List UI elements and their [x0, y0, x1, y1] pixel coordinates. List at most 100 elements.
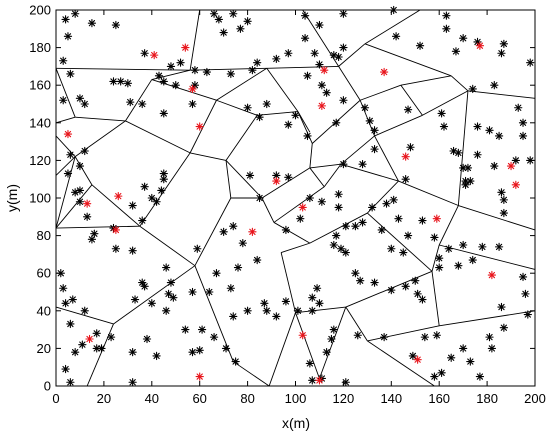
member-node-point [341, 248, 350, 257]
member-node-point [80, 306, 89, 315]
cell-boundaries [55, 9, 536, 387]
member-node-point [360, 103, 370, 112]
member-node-point [305, 193, 315, 203]
member-node-point [162, 306, 171, 315]
cluster-head-point [111, 225, 121, 235]
member-node-point [66, 69, 75, 79]
x-axis-label: x(m) [282, 415, 310, 431]
member-node-point [111, 20, 121, 30]
cell-edge [266, 68, 299, 112]
member-node-point [430, 372, 439, 381]
cell-edge [151, 79, 217, 101]
member-node-point [473, 37, 482, 47]
member-node-point [367, 203, 377, 212]
member-node-point [339, 160, 348, 169]
member-node-point [281, 225, 291, 235]
cluster-head-point [511, 180, 520, 189]
member-node-point [370, 126, 379, 135]
y-axis-label: y(m) [4, 184, 20, 212]
y-tick-label: 160 [29, 78, 51, 93]
cluster-head-point [85, 334, 94, 344]
cell-edge [340, 135, 375, 165]
cell-edge [345, 270, 433, 308]
member-node-point [128, 246, 137, 255]
member-node-point [209, 9, 219, 18]
member-node-point [71, 9, 80, 18]
member-node-point [332, 118, 341, 127]
cell-edge [345, 306, 368, 342]
cell-edge [364, 43, 452, 77]
member-node-point [300, 11, 310, 20]
member-node-point [272, 54, 281, 64]
member-node-point [458, 34, 468, 43]
cell-edge [297, 111, 311, 133]
member-node-point [123, 79, 132, 88]
cell-edge [295, 312, 320, 379]
cluster-head-point [315, 376, 324, 385]
member-node-point [466, 176, 475, 186]
member-node-point [315, 20, 324, 30]
member-node-point [420, 332, 429, 342]
cluster-head-point [82, 199, 92, 208]
member-node-point [487, 344, 497, 353]
member-node-point [92, 344, 101, 353]
cell-edge [55, 116, 76, 124]
cell-edge [400, 84, 423, 116]
member-node-point [358, 160, 367, 169]
member-node-point [126, 97, 135, 107]
cluster-head-point [150, 50, 159, 60]
cell-edge [438, 205, 459, 246]
member-node-point [454, 148, 463, 158]
member-node-point [454, 261, 463, 270]
cell-edge [309, 143, 313, 168]
member-node-point [66, 319, 75, 329]
member-node-point [356, 276, 365, 285]
member-node-point [379, 332, 389, 342]
cluster-head-point [63, 129, 73, 139]
member-node-point [370, 278, 379, 287]
x-tick-label: 180 [476, 391, 498, 406]
member-node-point [478, 242, 487, 252]
cluster-head-point [475, 41, 485, 50]
member-node-point [164, 289, 173, 299]
x-tick-label: 20 [97, 391, 111, 406]
member-node-point [63, 32, 73, 41]
member-node-point [128, 378, 137, 387]
member-node-point [437, 368, 446, 377]
member-node-point [162, 263, 171, 272]
member-node-point [106, 332, 116, 342]
member-node-point [152, 351, 161, 361]
member-node-point [339, 96, 348, 105]
y-tick-label: 80 [37, 228, 51, 243]
member-node-point [159, 175, 168, 184]
member-node-point [138, 99, 147, 109]
member-node-point [387, 285, 396, 295]
cell-edge [55, 184, 93, 229]
member-node-point [458, 344, 468, 353]
member-node-point [209, 332, 219, 342]
member-node-point [473, 150, 482, 159]
member-node-point [317, 81, 327, 90]
cluster-head-point [195, 122, 204, 131]
cluster-head-point [487, 270, 497, 280]
cell-edge [257, 111, 298, 116]
member-node-point [166, 278, 176, 287]
member-node-point [226, 69, 235, 79]
member-node-point [399, 248, 408, 257]
member-node-point [468, 255, 477, 265]
member-node-point [205, 287, 214, 297]
cell-edge [139, 152, 191, 227]
cell-edge [309, 212, 368, 244]
member-node-point [59, 284, 68, 293]
member-node-point [190, 66, 200, 75]
cell-edge [261, 167, 311, 199]
member-node-point [87, 235, 97, 244]
x-tick-label: 80 [240, 391, 254, 406]
member-node-point [310, 49, 319, 58]
member-node-point [317, 197, 327, 206]
member-node-point [499, 208, 509, 218]
y-tick-label: 200 [29, 3, 51, 18]
member-node-point [226, 284, 235, 293]
member-node-point [308, 376, 317, 385]
cell-edge [55, 67, 191, 71]
